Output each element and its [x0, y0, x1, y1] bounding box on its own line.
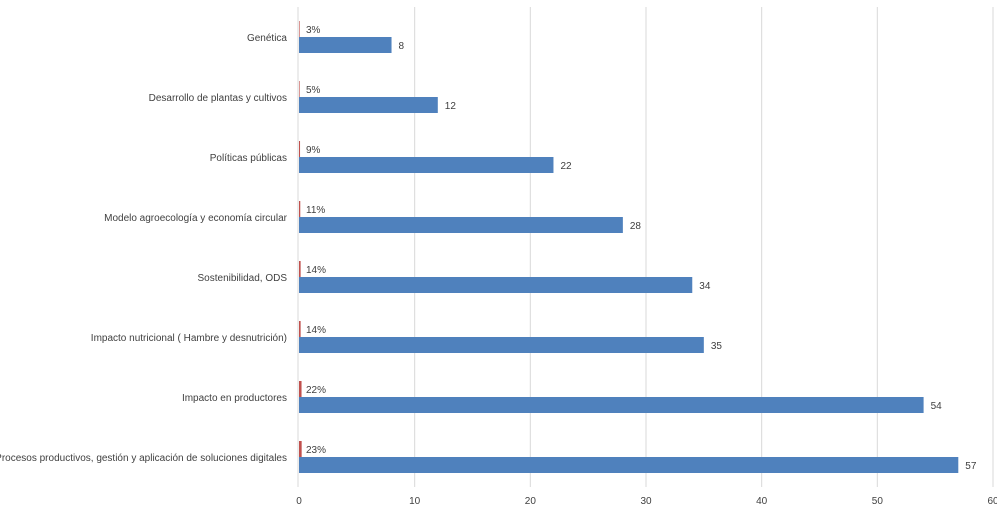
- x-tick-label: 40: [756, 496, 768, 507]
- percent-bar: [299, 441, 302, 457]
- count-bar: [299, 37, 392, 53]
- percent-bar: [299, 261, 301, 277]
- count-bar: [299, 217, 623, 233]
- x-tick-label: 0: [296, 496, 302, 507]
- category-label: Políticas públicas: [210, 153, 287, 164]
- percent-data-label: 9%: [306, 145, 321, 156]
- category-label: Procesos productivos, gestión y aplicaci…: [0, 453, 287, 464]
- percent-data-label: 23%: [306, 445, 326, 456]
- count-data-label: 35: [711, 341, 723, 352]
- percent-bar: [299, 81, 300, 97]
- category-label: Sostenibilidad, ODS: [198, 273, 288, 284]
- count-data-label: 28: [630, 221, 642, 232]
- percent-data-label: 5%: [306, 85, 321, 96]
- category-label: Modelo agroecología y economía circular: [104, 213, 288, 224]
- count-data-label: 22: [560, 161, 572, 172]
- count-bar: [299, 457, 959, 473]
- percent-data-label: 14%: [306, 325, 326, 336]
- percent-bar: [299, 381, 302, 397]
- percent-bar: [299, 21, 300, 37]
- x-tick-label: 50: [872, 496, 884, 507]
- count-bar: [299, 157, 554, 173]
- x-tick-label: 20: [525, 496, 537, 507]
- category-label: Genética: [247, 33, 287, 44]
- percent-bar: [299, 321, 301, 337]
- x-tick-label: 30: [640, 496, 652, 507]
- percent-data-label: 22%: [306, 385, 326, 396]
- percent-bar: [299, 201, 301, 217]
- x-tick-label: 10: [409, 496, 421, 507]
- percent-data-label: 3%: [306, 25, 321, 36]
- x-tick-label: 60: [987, 496, 997, 507]
- count-data-label: 57: [965, 461, 977, 472]
- category-label: Desarrollo de plantas y cultivos: [149, 93, 287, 104]
- count-bar: [299, 97, 438, 113]
- percent-data-label: 14%: [306, 265, 326, 276]
- category-label: Impacto nutricional ( Hambre y desnutric…: [91, 333, 287, 344]
- count-bar: [299, 277, 693, 293]
- percent-bar: [299, 141, 301, 157]
- count-data-label: 12: [445, 101, 457, 112]
- count-data-label: 54: [931, 401, 943, 412]
- count-bar: [299, 337, 704, 353]
- count-data-label: 34: [699, 281, 711, 292]
- category-label: Impacto en productores: [182, 393, 287, 404]
- percent-data-label: 11%: [306, 205, 325, 216]
- count-bar: [299, 397, 924, 413]
- count-data-label: 8: [399, 41, 405, 52]
